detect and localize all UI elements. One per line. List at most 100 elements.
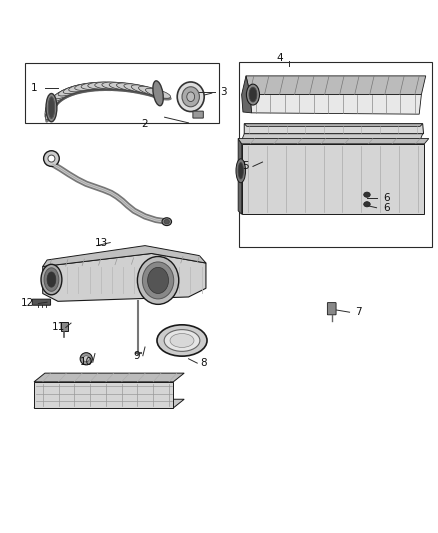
Ellipse shape bbox=[49, 89, 74, 104]
Ellipse shape bbox=[45, 96, 58, 123]
Ellipse shape bbox=[62, 86, 90, 96]
Ellipse shape bbox=[87, 83, 115, 91]
Ellipse shape bbox=[247, 84, 259, 105]
Bar bbox=[239, 62, 432, 247]
Ellipse shape bbox=[148, 268, 169, 294]
Ellipse shape bbox=[116, 84, 143, 93]
Ellipse shape bbox=[94, 83, 122, 91]
Text: 6: 6 bbox=[383, 193, 390, 203]
Circle shape bbox=[80, 353, 92, 365]
Ellipse shape bbox=[138, 87, 165, 99]
Ellipse shape bbox=[46, 95, 57, 120]
Text: 10: 10 bbox=[80, 357, 93, 367]
Ellipse shape bbox=[95, 82, 121, 89]
Ellipse shape bbox=[69, 84, 95, 92]
Text: 9: 9 bbox=[133, 351, 140, 361]
Ellipse shape bbox=[46, 91, 64, 110]
Ellipse shape bbox=[74, 84, 102, 93]
Ellipse shape bbox=[170, 334, 194, 348]
Polygon shape bbox=[241, 134, 423, 142]
Ellipse shape bbox=[47, 272, 56, 287]
Ellipse shape bbox=[46, 91, 70, 108]
Ellipse shape bbox=[162, 218, 172, 225]
Ellipse shape bbox=[63, 85, 88, 94]
Polygon shape bbox=[251, 94, 421, 114]
Ellipse shape bbox=[123, 85, 151, 94]
Ellipse shape bbox=[130, 86, 158, 96]
Ellipse shape bbox=[44, 268, 59, 292]
Ellipse shape bbox=[364, 192, 370, 197]
Polygon shape bbox=[242, 76, 252, 113]
Ellipse shape bbox=[145, 90, 172, 101]
Text: 8: 8 bbox=[201, 358, 207, 368]
Text: 2: 2 bbox=[142, 119, 148, 129]
Ellipse shape bbox=[108, 84, 136, 92]
Ellipse shape bbox=[88, 82, 114, 89]
Ellipse shape bbox=[102, 82, 128, 89]
Ellipse shape bbox=[50, 88, 73, 102]
Ellipse shape bbox=[101, 83, 129, 91]
Ellipse shape bbox=[44, 94, 61, 118]
Ellipse shape bbox=[236, 159, 246, 183]
Ellipse shape bbox=[47, 90, 69, 106]
Ellipse shape bbox=[81, 83, 107, 90]
Polygon shape bbox=[34, 382, 173, 408]
Ellipse shape bbox=[80, 84, 108, 92]
Polygon shape bbox=[34, 373, 184, 382]
Bar bbox=[25, 63, 219, 123]
Ellipse shape bbox=[142, 262, 174, 299]
Ellipse shape bbox=[124, 84, 149, 92]
Circle shape bbox=[48, 155, 55, 162]
Polygon shape bbox=[43, 246, 206, 266]
Polygon shape bbox=[246, 76, 426, 94]
Ellipse shape bbox=[238, 163, 244, 179]
Ellipse shape bbox=[48, 97, 55, 118]
FancyBboxPatch shape bbox=[193, 111, 203, 118]
Ellipse shape bbox=[67, 85, 95, 94]
Circle shape bbox=[44, 151, 59, 166]
Text: 7: 7 bbox=[355, 307, 362, 317]
Ellipse shape bbox=[58, 86, 83, 96]
FancyBboxPatch shape bbox=[60, 322, 67, 332]
Ellipse shape bbox=[117, 83, 142, 91]
Ellipse shape bbox=[182, 87, 199, 107]
Text: 13: 13 bbox=[95, 238, 108, 247]
Ellipse shape bbox=[164, 329, 200, 351]
Text: 3: 3 bbox=[220, 87, 226, 98]
Ellipse shape bbox=[138, 256, 179, 304]
Ellipse shape bbox=[157, 325, 207, 356]
Polygon shape bbox=[244, 124, 424, 134]
FancyBboxPatch shape bbox=[327, 303, 336, 315]
Ellipse shape bbox=[249, 87, 257, 102]
Circle shape bbox=[83, 356, 89, 362]
Ellipse shape bbox=[131, 85, 157, 94]
Ellipse shape bbox=[53, 88, 79, 101]
Polygon shape bbox=[43, 254, 206, 301]
Text: 12: 12 bbox=[21, 298, 34, 309]
FancyBboxPatch shape bbox=[32, 299, 50, 305]
Ellipse shape bbox=[109, 83, 135, 90]
Ellipse shape bbox=[364, 201, 370, 207]
Ellipse shape bbox=[177, 82, 204, 111]
Ellipse shape bbox=[46, 93, 57, 122]
Ellipse shape bbox=[187, 92, 194, 102]
Ellipse shape bbox=[153, 81, 163, 106]
Ellipse shape bbox=[75, 83, 101, 91]
Ellipse shape bbox=[164, 220, 170, 224]
Text: 5: 5 bbox=[242, 161, 248, 172]
Text: 6: 6 bbox=[383, 203, 390, 213]
Text: 11: 11 bbox=[51, 322, 64, 333]
Text: 1: 1 bbox=[31, 83, 37, 93]
Ellipse shape bbox=[45, 93, 61, 115]
Ellipse shape bbox=[41, 264, 62, 295]
Ellipse shape bbox=[57, 87, 84, 98]
Polygon shape bbox=[244, 124, 423, 126]
Ellipse shape bbox=[138, 86, 164, 96]
Polygon shape bbox=[238, 139, 429, 144]
Polygon shape bbox=[34, 399, 184, 408]
Polygon shape bbox=[238, 139, 242, 214]
Ellipse shape bbox=[145, 88, 171, 98]
Polygon shape bbox=[242, 144, 424, 214]
Ellipse shape bbox=[45, 92, 65, 113]
Text: 4: 4 bbox=[277, 53, 283, 63]
